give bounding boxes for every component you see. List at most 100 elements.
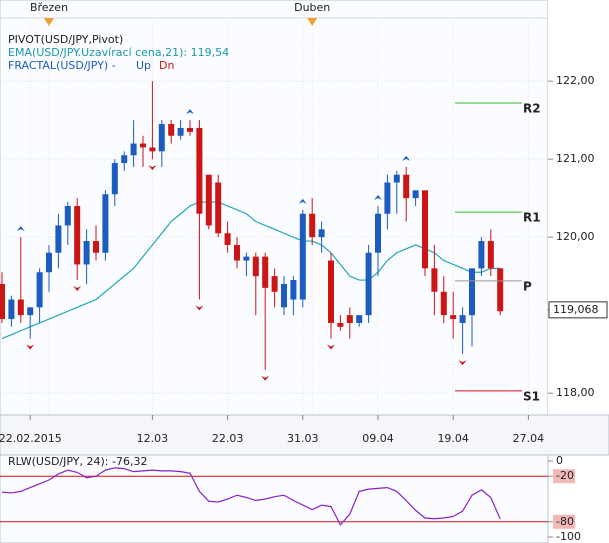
fractal-up: [298, 198, 307, 204]
candle-body: [64, 205, 71, 226]
candle-body: [187, 127, 193, 132]
candle-body: [111, 163, 118, 195]
rlw-tick-label: -100: [556, 530, 581, 543]
legend-pivot: PIVOT(USD/JPY,Pivot): [8, 33, 123, 46]
legend-ema: EMA(USD/JPY.Uzavírací cena,21): 119,54: [8, 46, 229, 59]
date-axis: [0, 414, 609, 456]
last-price-box: [548, 301, 608, 319]
candle-body: [450, 315, 457, 320]
candle-body: [8, 299, 15, 320]
candle-body: [196, 127, 203, 214]
candle-body: [328, 260, 334, 323]
candle-body: [93, 241, 99, 253]
candle-body: [252, 256, 259, 277]
rlw-tick-box: [553, 469, 575, 484]
candle-body: [375, 213, 381, 253]
candle-body: [205, 174, 212, 226]
candle-body: [290, 280, 297, 300]
ema-line: [1, 201, 501, 340]
y-tick-label: 122,00: [556, 74, 595, 87]
candle-body: [487, 241, 494, 269]
candle-body: [478, 241, 485, 269]
rlw-line: [1, 467, 501, 526]
candle-body: [356, 315, 363, 323]
candle-body: [158, 124, 165, 152]
y-tick-label: 118,00: [556, 386, 595, 399]
candle-body: [36, 272, 43, 308]
candle-body: [74, 205, 81, 265]
month-marker: [307, 18, 318, 26]
candle-body: [497, 268, 504, 312]
rlw-tick-label: -80: [556, 515, 574, 528]
month-label: Duben: [294, 1, 330, 14]
candle-body: [55, 225, 62, 253]
y-tick-label: 120,00: [556, 230, 595, 243]
x-tick-label: 09.04: [362, 432, 394, 445]
candle-body: [393, 174, 400, 183]
legend-up: Up: [136, 59, 151, 72]
pivot-label: P: [523, 279, 532, 293]
rlw-tick-label: 0: [556, 454, 563, 467]
candle-body: [140, 143, 146, 148]
candle-body: [384, 182, 391, 214]
rlw-tick-label: -20: [556, 469, 574, 482]
candle-body: [337, 322, 344, 327]
pivot-label: R1: [523, 211, 541, 225]
fractal-up: [16, 226, 25, 232]
fractal-up: [186, 109, 194, 115]
candle-body: [83, 241, 90, 265]
x-tick-label: 27.04: [513, 432, 545, 445]
price-axis: [548, 0, 609, 415]
fractal-down: [195, 305, 204, 311]
candle-body: [234, 244, 240, 261]
x-tick-label: 22.03: [212, 432, 244, 445]
candle-body: [262, 256, 269, 288]
rlw-tick-box: [553, 514, 575, 529]
fractal-down: [73, 286, 82, 292]
fractal-up: [374, 194, 382, 200]
x-tick-label: 22.02.2015: [0, 432, 62, 445]
x-tick-label: 31.03: [287, 432, 319, 445]
candle-body: [459, 315, 466, 323]
candle-body: [46, 252, 52, 273]
legend-dn: Dn: [159, 59, 174, 72]
candle-body: [346, 315, 353, 323]
fractal-down: [327, 344, 335, 350]
x-tick-label: 19.04: [437, 432, 469, 445]
y-tick-label: 121,00: [556, 152, 595, 165]
candle-body: [318, 229, 325, 238]
candle-body: [412, 190, 419, 199]
candle-body: [121, 155, 128, 164]
candle-body: [422, 190, 428, 269]
fractal-down: [261, 375, 270, 381]
candle-body: [149, 147, 156, 152]
month-label: Březen: [30, 1, 68, 14]
candle-body: [102, 194, 109, 253]
x-tick-label: 12.03: [137, 432, 169, 445]
candle-body: [224, 233, 231, 245]
pivot-label: S1: [523, 389, 540, 403]
rlw-panel: [0, 454, 549, 543]
candle-body: [177, 127, 184, 136]
candle-body: [0, 283, 5, 320]
candle-body: [309, 213, 316, 238]
candle-body: [469, 268, 475, 316]
candle-body: [403, 174, 410, 199]
candle-body: [168, 124, 175, 136]
month-marker: [44, 18, 54, 26]
legend-fractal: FRACTAL(USD/JPY) -: [8, 59, 116, 72]
candle-body: [431, 268, 438, 292]
fractal-down: [26, 344, 35, 350]
candle-body: [215, 182, 222, 234]
pivot-label: R2: [523, 101, 541, 115]
plot-area: [0, 0, 549, 416]
candle-body: [27, 307, 34, 316]
candle-body: [281, 283, 287, 308]
fractal-up: [402, 155, 411, 161]
last-price-label: 119,068: [553, 303, 599, 316]
fractal-down: [458, 360, 467, 366]
fractal-down: [148, 165, 157, 171]
candle-body: [271, 276, 278, 292]
candle-body: [299, 213, 306, 300]
candle-body: [243, 256, 250, 261]
